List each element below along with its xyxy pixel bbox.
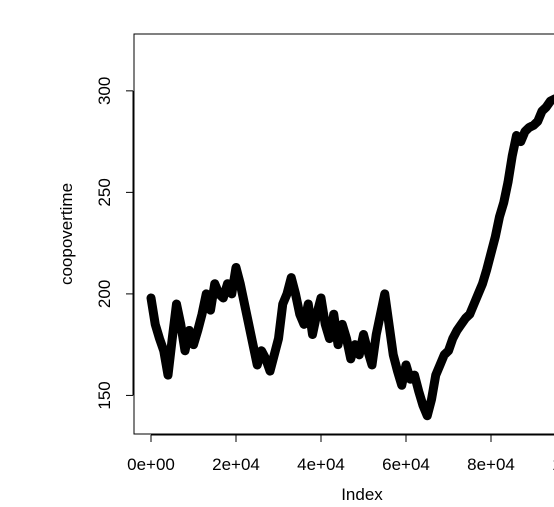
plot-frame [133, 33, 554, 435]
y-axis-label: coopovertime [57, 183, 76, 285]
x-tick-label: 1e+05 [552, 455, 554, 474]
x-tick-label: 8e+04 [467, 455, 515, 474]
x-tick-label: 6e+04 [382, 455, 430, 474]
data-line [146, 94, 554, 421]
y-tick-label: 150 [95, 381, 114, 409]
y-tick-label: 200 [95, 280, 114, 308]
y-tick-label: 300 [95, 77, 114, 105]
x-tick-label: 2e+04 [212, 455, 260, 474]
x-tick-label: 4e+04 [297, 455, 345, 474]
x-tick-label: 0e+00 [127, 455, 175, 474]
y-tick-label: 250 [95, 178, 114, 206]
x-axis-label: Index [341, 485, 383, 504]
